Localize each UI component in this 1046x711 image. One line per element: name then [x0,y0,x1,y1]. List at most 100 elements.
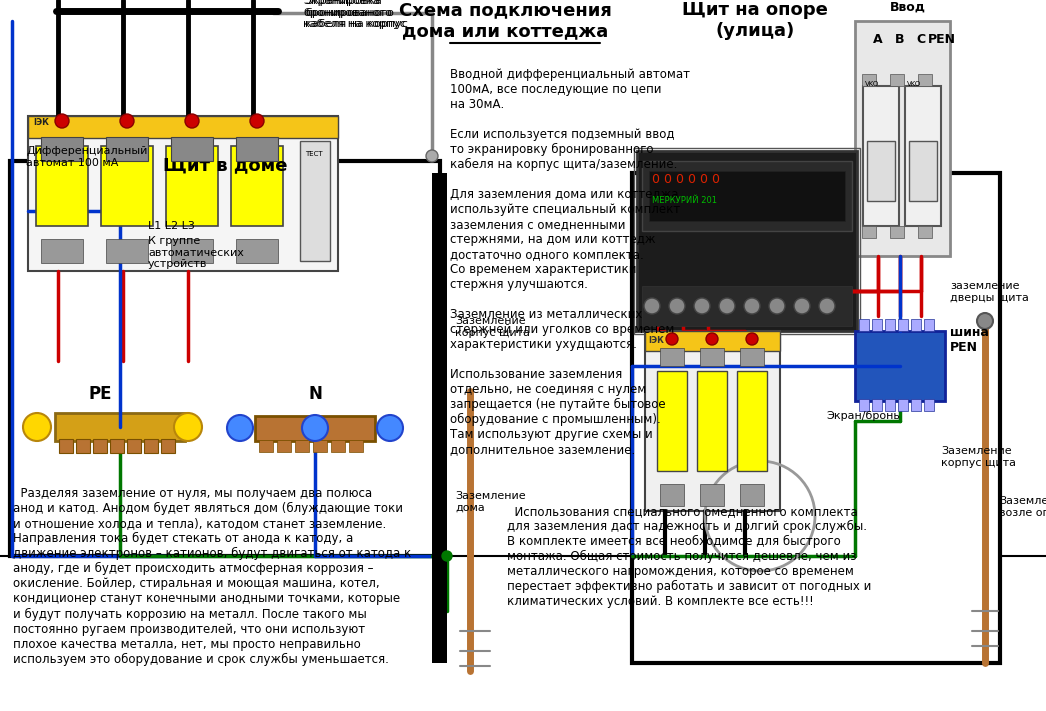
Bar [28,116,338,271]
Bar [170,239,213,263]
Bar [918,226,932,238]
Text: К группе
автоматических
устройств: К группе автоматических устройств [147,236,244,269]
Bar [231,146,283,226]
Bar [432,173,447,663]
Circle shape [819,298,835,314]
Bar [161,439,175,453]
Bar [660,348,684,366]
Text: C: C [916,33,926,46]
Bar [331,440,345,452]
Bar [862,74,876,86]
Bar [101,146,153,226]
Bar [863,86,899,226]
Circle shape [666,333,678,345]
Text: L1 L2 L3: L1 L2 L3 [147,221,195,231]
Text: Экранировка
бронированого
кабеля на корпус: Экранировка бронированого кабеля на корп… [303,0,406,29]
Bar [859,399,869,411]
Bar [76,439,90,453]
Bar [41,239,83,263]
Text: Щит в доме: Щит в доме [163,156,288,174]
Text: Заземление
корпус щита: Заземление корпус щита [455,316,530,338]
Circle shape [185,114,199,128]
Text: Дифференциальный
автомат 100 мА: Дифференциальный автомат 100 мА [26,146,147,168]
Bar [259,440,273,452]
Circle shape [250,114,264,128]
Bar [649,171,845,221]
Text: Заземление
корпус щита: Заземление корпус щита [941,446,1017,468]
Text: Заземление
возле опоры: Заземление возле опоры [999,496,1046,518]
Bar [144,439,158,453]
Text: PEN: PEN [928,33,956,46]
Bar [645,331,780,511]
Bar [645,331,780,351]
Text: Экран/бронь: Экран/бронь [826,411,901,421]
Bar [236,239,278,263]
Bar [55,413,185,441]
Bar [127,439,141,453]
Text: Вводной дифференциальный автомат
100мА, все последующие по цепи
на 30мА.

Если и: Вводной дифференциальный автомат 100мА, … [450,68,689,456]
Text: Экранировка
бронированого
кабеля на корпус: Экранировка бронированого кабеля на корп… [305,0,408,29]
Text: N: N [309,385,322,403]
Text: VKO: VKO [865,81,880,87]
Circle shape [120,114,134,128]
Bar [106,239,147,263]
Bar [93,439,107,453]
Bar [106,137,147,161]
Text: МЕРКУРИЙ 201: МЕРКУРИЙ 201 [652,196,717,205]
Bar [700,484,724,506]
Text: B: B [895,33,905,46]
Bar [859,319,869,331]
Bar [41,137,83,161]
Circle shape [426,150,438,162]
Circle shape [174,413,202,441]
Bar [632,173,1000,663]
Circle shape [794,298,810,314]
Bar [905,86,941,226]
Bar [349,440,363,452]
Bar [255,416,376,441]
Bar [642,286,852,326]
Text: Схема подключения
дома или коттеджа: Схема подключения дома или коттеджа [399,1,612,40]
Bar [924,399,934,411]
Bar [634,148,860,334]
Bar [740,348,764,366]
Bar [885,319,895,331]
Circle shape [746,333,758,345]
Text: VKO: VKO [907,81,922,87]
Circle shape [669,298,685,314]
Bar [660,484,684,506]
Bar [737,371,767,471]
Bar [295,440,309,452]
Bar [890,226,904,238]
Text: Разделяя заземление от нуля, мы получаем два полюса
анод и катод. Анодом будет я: Разделяя заземление от нуля, мы получаем… [13,487,411,665]
Bar [890,74,904,86]
Text: Заземление
дома: Заземление дома [455,491,526,513]
Bar [10,161,440,556]
Text: PE: PE [88,385,112,403]
Bar [909,141,937,201]
Bar [697,371,727,471]
Text: Использования специального омедненного комплекта
для заземления даст надежность : Использования специального омедненного к… [507,505,871,608]
Text: 0 0 0 0 0 0: 0 0 0 0 0 0 [652,173,720,186]
Bar [36,146,88,226]
Circle shape [55,114,69,128]
Bar [277,440,291,452]
Bar [872,399,882,411]
Bar [899,319,908,331]
Circle shape [744,298,760,314]
Bar [918,74,932,86]
Circle shape [693,298,710,314]
Bar [740,484,764,506]
Circle shape [977,313,993,329]
Bar [700,348,724,366]
Text: заземление
дверцы щита: заземление дверцы щита [950,281,1029,303]
Bar [166,146,218,226]
Bar [867,141,895,201]
Bar [885,399,895,411]
Bar [637,151,857,331]
Bar [855,331,945,401]
Bar [911,319,920,331]
Bar [642,161,852,231]
Bar [300,141,329,261]
Bar [862,226,876,238]
